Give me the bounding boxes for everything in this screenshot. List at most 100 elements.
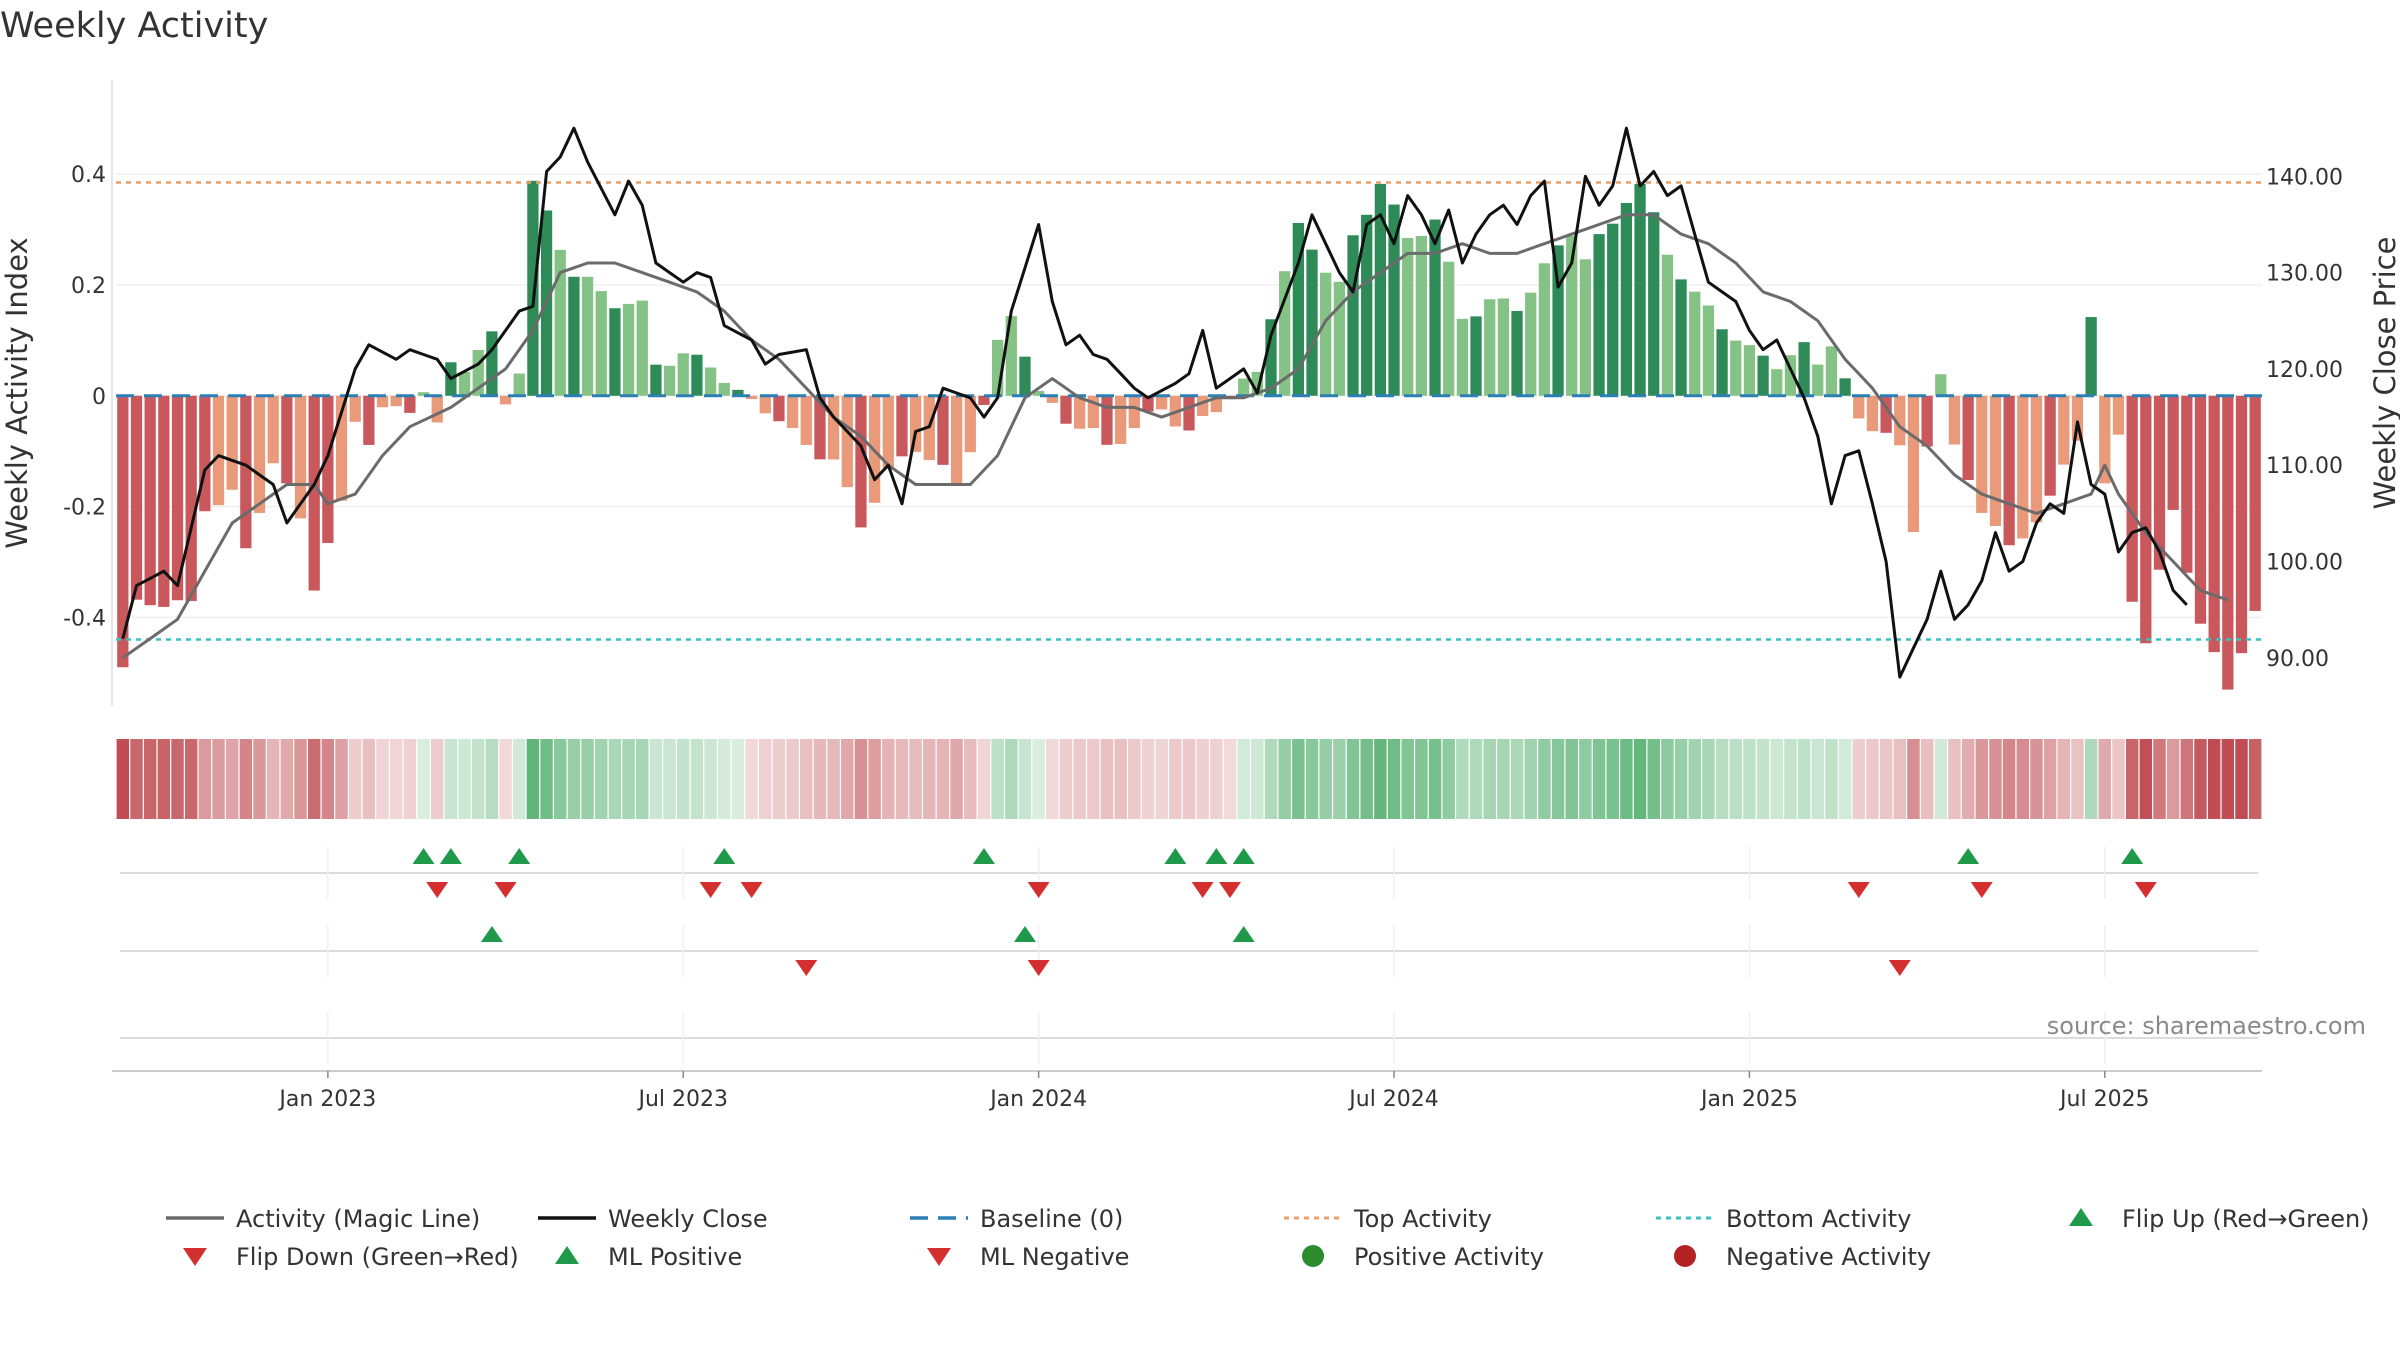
activity-bar <box>1525 292 1537 396</box>
heat-cell <box>198 739 212 819</box>
activity-bar <box>1087 395 1099 429</box>
activity-bar <box>882 395 894 468</box>
activity-bar <box>1074 395 1086 429</box>
heat-cell <box>745 739 758 819</box>
heat-cell <box>1346 739 1360 819</box>
activity-bar <box>404 395 416 413</box>
activity-bar <box>1976 395 1988 513</box>
flip-down-marker <box>1027 960 1050 976</box>
legend-item: ML Negative <box>927 1243 1129 1271</box>
activity-bar <box>431 395 443 423</box>
heat-cell <box>608 739 622 819</box>
flip-down-marker <box>1191 882 1214 898</box>
heat-cell <box>1374 739 1387 819</box>
activity-bar <box>253 395 266 513</box>
activity-bar <box>2194 395 2207 624</box>
heat-cell <box>2057 739 2071 819</box>
flip-down-marker <box>426 882 449 898</box>
activity-bar <box>827 395 840 460</box>
activity-bar <box>1538 263 1551 396</box>
heat-cell <box>1647 739 1660 819</box>
activity-bar <box>1675 279 1687 396</box>
heat-cell <box>813 739 827 819</box>
activity-bar <box>1771 369 1783 396</box>
heat-cell <box>936 739 950 819</box>
heat-cell <box>321 739 335 819</box>
heat-cell <box>827 739 840 819</box>
y-left-tick-label: 0.2 <box>71 274 106 299</box>
activity-bar <box>2222 395 2234 690</box>
activity-bar <box>1156 395 1168 410</box>
heat-cell <box>1948 739 1961 819</box>
reference-lines <box>116 181 2262 641</box>
heat-cell <box>1770 739 1783 819</box>
activity-bar <box>1429 219 1441 396</box>
flip-down-marker <box>795 960 818 976</box>
heat-cell <box>649 739 663 819</box>
heat-cell <box>389 739 403 819</box>
activity-bar <box>130 395 143 600</box>
x-tick-label: Jan 2024 <box>988 1087 1087 1112</box>
legend-label: Activity (Magic Line) <box>236 1205 480 1233</box>
heat-cell <box>1633 739 1647 819</box>
heat-cell <box>1387 739 1401 819</box>
flip-up-marker <box>1957 848 1980 864</box>
heat-cell <box>2043 739 2057 819</box>
y-left-tick-label: 0.4 <box>71 163 106 188</box>
flip-up-marker <box>2121 848 2144 864</box>
heat-cell <box>471 739 485 819</box>
heat-cell <box>1100 739 1114 819</box>
heat-cell <box>335 739 348 819</box>
y-right-axis-title: Weekly Close Price <box>2368 237 2400 510</box>
axes: 0.4 0.2 0 -0.2 -0.4 140.00 130.00 120.00 110.00 1… <box>0 80 2400 706</box>
activity-bar <box>2208 395 2220 653</box>
activity-bar <box>2153 395 2166 570</box>
activity-bar <box>390 395 402 407</box>
heat-cell <box>1743 739 1756 819</box>
heat-cell <box>772 739 786 819</box>
heat-cell <box>2248 739 2262 819</box>
flip-down-marker <box>1219 882 1242 898</box>
activity-bar <box>199 395 211 512</box>
heat-cell <box>2098 739 2112 819</box>
activity-bar <box>1566 235 1578 396</box>
flip-down-marker <box>1847 882 1870 898</box>
flip-down-marker <box>494 882 517 898</box>
heat-cell <box>1305 739 1319 819</box>
heat-cell <box>704 739 717 819</box>
heat-cell <box>1319 739 1332 819</box>
heat-cell <box>1688 739 1701 819</box>
heat-cell <box>171 739 184 819</box>
activity-bar <box>636 300 648 396</box>
activity-bar <box>349 395 361 422</box>
activity-bar <box>1757 355 1769 396</box>
activity-bar <box>1210 395 1222 413</box>
heat-cell <box>1715 739 1729 819</box>
y-left-tick-label: -0.4 <box>63 606 106 631</box>
heat-cell <box>1428 739 1442 819</box>
activity-bar <box>363 395 375 445</box>
heat-cell <box>1237 739 1250 819</box>
legend-label: Flip Down (Green→Red) <box>236 1243 519 1271</box>
activity-bar <box>2140 395 2152 644</box>
flip-down-marker <box>1888 960 1911 976</box>
activity-bar <box>2112 395 2125 435</box>
x-tick-label: Jul 2024 <box>1347 1087 1439 1112</box>
heat-cell <box>677 739 690 819</box>
source-label: source: sharemaestro.com <box>2047 1012 2366 1040</box>
heat-cell <box>1032 739 1045 819</box>
heat-cell <box>1825 739 1838 819</box>
heat-cell <box>403 739 417 819</box>
heat-cell <box>280 739 294 819</box>
activity-bar <box>1866 395 1879 432</box>
activity-bar <box>663 365 676 396</box>
legend-item: Flip Up (Red→Green) <box>2069 1205 2370 1233</box>
heat-cell <box>1565 739 1578 819</box>
heat-cell <box>225 739 239 819</box>
heat-cell <box>1114 739 1127 819</box>
heat-cell <box>1333 739 1346 819</box>
heat-cell <box>307 739 321 819</box>
activity-bar <box>622 303 635 396</box>
activity-bar <box>718 382 730 396</box>
heat-cell <box>2139 739 2153 819</box>
